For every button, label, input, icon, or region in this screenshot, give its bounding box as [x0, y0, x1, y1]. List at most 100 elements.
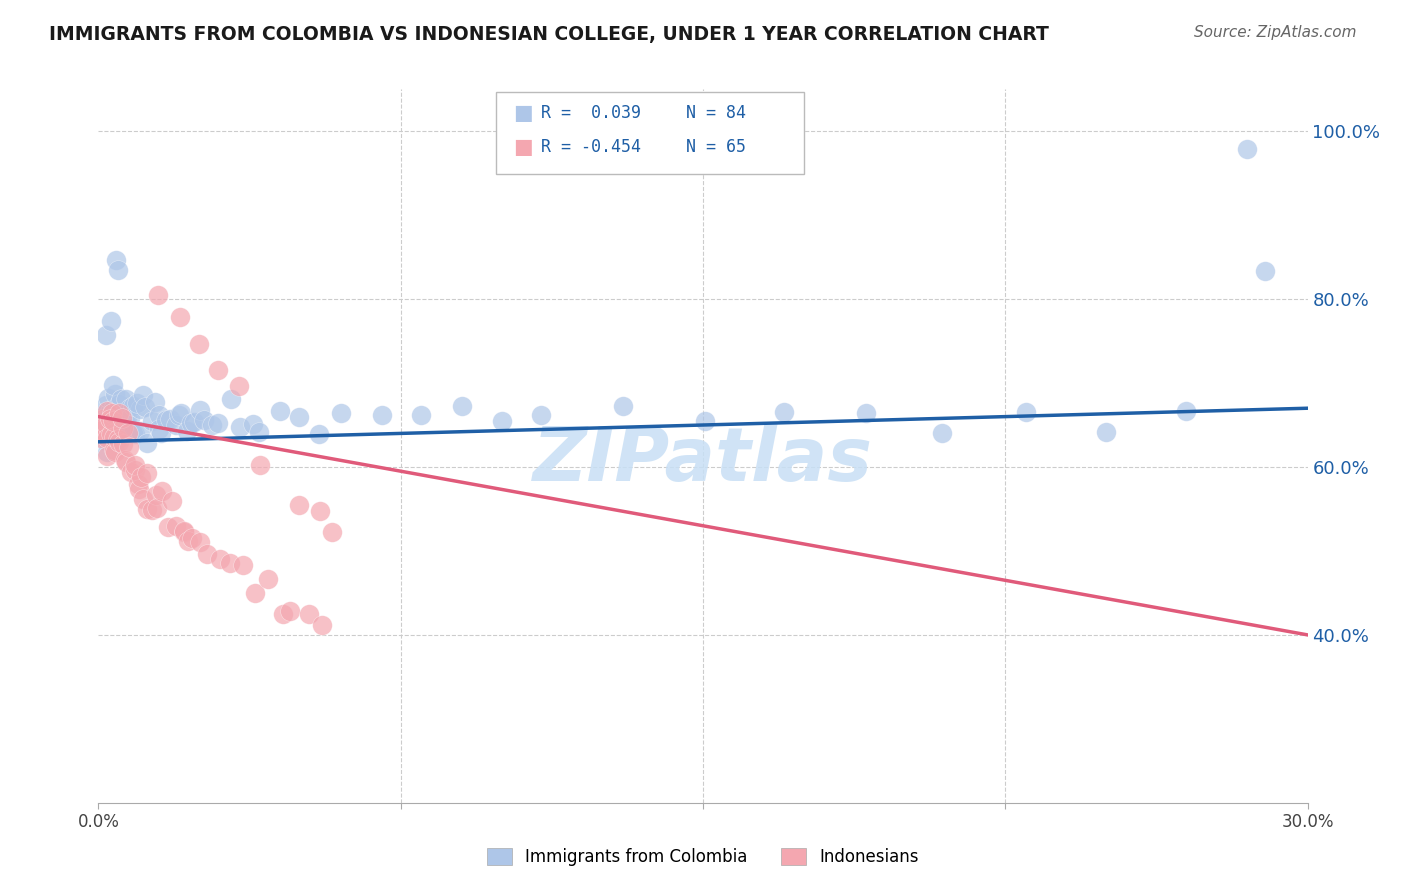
Point [91, 415, 114, 429]
Point [96, 449, 118, 463]
Point [132, 387, 155, 401]
Point [242, 417, 264, 431]
Point [90, 431, 112, 445]
Point [111, 408, 134, 422]
Point [91, 421, 114, 435]
Point [772, 405, 794, 419]
Point [181, 531, 204, 545]
Point [249, 458, 271, 472]
Text: ZIPatlas: ZIPatlas [533, 424, 873, 497]
Point [103, 429, 125, 443]
Point [150, 483, 173, 498]
Point [195, 547, 218, 561]
Point [93, 433, 115, 447]
Point [530, 408, 553, 422]
Text: N = 84: N = 84 [686, 104, 747, 122]
Point [169, 409, 191, 423]
Point [96, 445, 118, 459]
Point [120, 465, 142, 479]
Point [115, 392, 138, 407]
Point [148, 288, 170, 302]
Point [105, 252, 128, 267]
Point [91, 422, 114, 436]
Point [90, 423, 112, 437]
Point [98, 404, 121, 418]
Text: IMMIGRANTS FROM COLOMBIA VS INDONESIAN COLLEGE, UNDER 1 YEAR CORRELATION CHART: IMMIGRANTS FROM COLOMBIA VS INDONESIAN C… [49, 25, 1049, 44]
Point [96, 404, 118, 418]
Point [107, 262, 129, 277]
Point [107, 432, 129, 446]
Point [104, 387, 127, 401]
Point [308, 426, 330, 441]
Point [122, 425, 145, 440]
Point [110, 392, 132, 406]
Point [330, 406, 353, 420]
Point [451, 399, 474, 413]
Point [136, 466, 159, 480]
Point [124, 463, 146, 477]
Point [855, 406, 877, 420]
Point [101, 406, 124, 420]
Point [159, 411, 181, 425]
Point [141, 503, 163, 517]
Point [141, 414, 163, 428]
Text: R = -0.454: R = -0.454 [541, 138, 641, 156]
Point [169, 310, 191, 325]
Point [1254, 264, 1277, 278]
Point [96, 420, 118, 434]
Text: N = 65: N = 65 [686, 138, 747, 156]
Point [111, 418, 134, 433]
Point [145, 488, 167, 502]
Point [114, 453, 136, 467]
Point [112, 437, 135, 451]
Legend: Immigrants from Colombia, Indonesians: Immigrants from Colombia, Indonesians [481, 841, 925, 873]
Point [96, 327, 118, 342]
Point [148, 408, 170, 422]
Point [271, 607, 294, 622]
Point [288, 498, 311, 512]
Point [931, 425, 953, 440]
Point [1095, 425, 1118, 439]
Point [96, 417, 118, 431]
Point [207, 417, 229, 431]
Point [107, 432, 129, 446]
Point [309, 504, 332, 518]
Point [228, 378, 250, 392]
Point [193, 412, 215, 426]
Point [371, 408, 394, 422]
Point [124, 458, 146, 472]
Point [103, 419, 125, 434]
Point [165, 417, 187, 432]
Point [207, 363, 229, 377]
Point [188, 403, 211, 417]
Text: ■: ■ [513, 103, 533, 123]
Point [128, 401, 150, 416]
Point [108, 434, 131, 449]
Point [183, 415, 205, 429]
Text: Source: ZipAtlas.com: Source: ZipAtlas.com [1194, 25, 1357, 40]
Point [136, 435, 159, 450]
Point [124, 426, 146, 441]
Point [94, 398, 117, 412]
Point [1236, 142, 1258, 156]
Point [115, 455, 138, 469]
Point [105, 424, 128, 438]
Point [103, 442, 125, 457]
Point [107, 397, 129, 411]
Point [98, 419, 121, 434]
Point [173, 525, 195, 540]
Point [155, 413, 177, 427]
Point [132, 491, 155, 506]
Point [96, 406, 118, 420]
Point [311, 617, 333, 632]
Point [278, 604, 301, 618]
Point [131, 470, 153, 484]
Point [229, 420, 252, 434]
Point [97, 391, 120, 405]
Point [110, 427, 132, 442]
Text: ■: ■ [513, 137, 533, 157]
Point [143, 395, 166, 409]
Point [409, 408, 432, 422]
Point [100, 314, 122, 328]
Point [188, 337, 211, 351]
